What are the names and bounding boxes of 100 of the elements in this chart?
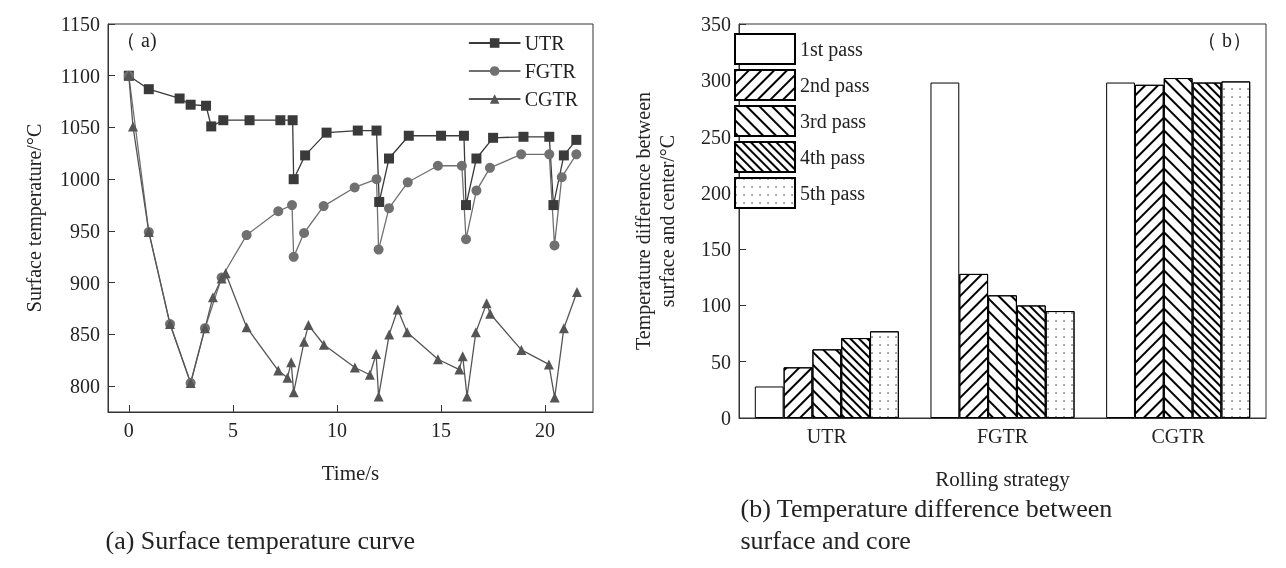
point [288, 174, 299, 185]
y-tick-label: 1050 [60, 116, 100, 139]
point [571, 286, 582, 297]
point [300, 150, 311, 161]
y-tick-label: 200 [701, 181, 731, 204]
point [174, 93, 185, 104]
point [218, 115, 229, 126]
point [364, 369, 375, 380]
point [349, 362, 360, 373]
y-tick-label: 350 [701, 13, 731, 35]
point [303, 320, 314, 331]
y-axis-title: Surface temperature/°C [23, 123, 46, 313]
point [207, 292, 218, 303]
point [516, 344, 527, 355]
point [185, 99, 196, 110]
point [287, 200, 298, 211]
x-tick-label: UTR [806, 425, 848, 447]
x-tick-label: 15 [431, 419, 452, 441]
y-tick-label: 300 [701, 69, 731, 92]
point [321, 127, 332, 138]
x-tick-label: 20 [535, 419, 556, 441]
annotation: （ a) [116, 29, 157, 52]
point [558, 323, 569, 334]
point [201, 100, 212, 111]
x-tick-label: 0 [123, 419, 134, 441]
point [349, 182, 360, 193]
point [206, 121, 217, 132]
y-tick-label: 900 [70, 271, 100, 294]
point [127, 121, 138, 132]
point [571, 149, 582, 160]
point [471, 153, 482, 164]
point [373, 244, 384, 255]
point [457, 351, 468, 362]
point [273, 206, 284, 217]
x-tick-label: 10 [326, 419, 347, 441]
point [485, 308, 496, 319]
point [288, 251, 299, 262]
point [481, 298, 492, 309]
point [318, 339, 329, 350]
y-tick-label: 150 [701, 238, 731, 261]
point [471, 185, 482, 196]
point [549, 392, 560, 403]
point [461, 234, 472, 245]
point [287, 115, 298, 126]
point [318, 201, 329, 212]
legend-label: 5th pass [800, 182, 866, 205]
y-axis-title: Temperature difference between surface and center/°C [632, 91, 678, 351]
legend-label: 1st pass [800, 38, 863, 61]
point [436, 130, 447, 141]
point [488, 132, 499, 143]
point [518, 131, 529, 142]
x-tick-label: 5 [227, 419, 238, 441]
point [402, 327, 413, 338]
point [286, 357, 297, 368]
point [384, 329, 395, 340]
point [403, 130, 414, 141]
y-tick-label: 1150 [60, 13, 100, 35]
point [371, 125, 382, 136]
point [458, 130, 469, 141]
legend-label: 4th pass [800, 146, 866, 169]
point [244, 115, 255, 126]
point [456, 160, 467, 171]
point [143, 84, 154, 95]
point [282, 372, 293, 383]
point [241, 322, 252, 333]
point [273, 365, 284, 376]
legend-label: FGTR [524, 60, 577, 82]
x-tick-label: FGTR [976, 425, 1029, 447]
legend-label: CGTR [524, 88, 579, 110]
point [392, 304, 403, 315]
point [371, 174, 382, 185]
y-tick-label: 250 [701, 125, 731, 148]
point [384, 153, 395, 164]
point [543, 359, 554, 370]
y-tick-label: 1000 [60, 168, 100, 191]
text: (b) Temperature difference between surface and core [740, 493, 1119, 555]
y-tick-label: 800 [70, 375, 100, 398]
annotation: （ b） [1197, 29, 1252, 51]
point [374, 196, 385, 207]
point [371, 349, 382, 360]
point [548, 200, 559, 211]
x-tick-label: CGTR [1151, 425, 1206, 447]
point [571, 134, 582, 145]
point [516, 149, 527, 160]
point [484, 162, 495, 173]
x-axis-title: Time/s [321, 460, 380, 485]
point [384, 203, 395, 214]
y-tick-label: 950 [70, 219, 100, 242]
y-tick-label: 100 [701, 294, 731, 317]
point [454, 364, 465, 375]
point [556, 172, 567, 183]
point [241, 230, 252, 241]
point [432, 160, 443, 171]
point [432, 354, 443, 365]
point [544, 131, 555, 142]
point [275, 115, 286, 126]
point [461, 200, 472, 211]
x-axis-title: Rolling strategy [935, 466, 1071, 491]
point [549, 240, 560, 251]
text: (a) Surface temperature curve [105, 525, 416, 555]
